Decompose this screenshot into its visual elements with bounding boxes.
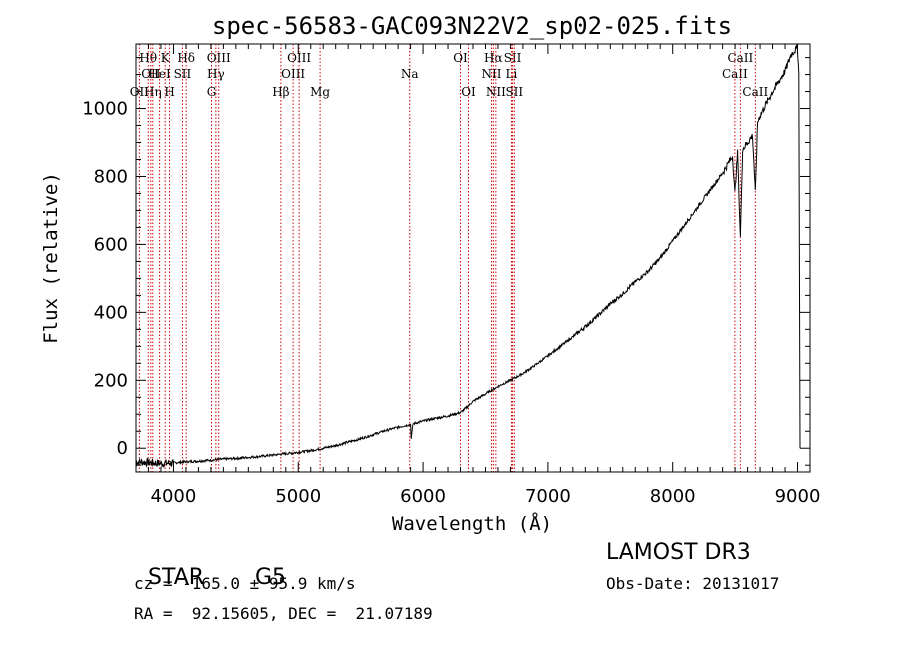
annotation-label-10: Hγ	[207, 67, 225, 81]
x-tick-label: 6000	[400, 486, 446, 507]
x-tick-label: 8000	[650, 486, 696, 507]
annotation-label-20: Hα	[484, 51, 503, 65]
annotation-label-18: OI	[461, 85, 476, 99]
object-class: STAR	[134, 540, 204, 590]
annotation-label-5: K	[161, 51, 171, 65]
y-tick-label: 800	[94, 166, 128, 187]
plot-frame	[135, 43, 811, 473]
annotation-label-2: OII	[141, 67, 161, 81]
annotation-label-27: CaII	[742, 85, 768, 99]
observation-date: Obs-Date: 20131017	[606, 574, 780, 593]
annotation-label-3: Hη	[144, 85, 162, 99]
y-tick-label: 600	[94, 234, 128, 255]
annotation-label-24: SII	[505, 85, 523, 99]
annotation-label-16: Na	[401, 67, 419, 81]
annotation-label-23: SII	[504, 51, 522, 65]
spectral-line-annotations: OIIHθOIIHηHeIKHSIIHδGHγOIIIHβOIIIOIIIMgN…	[130, 44, 768, 472]
chart-title: spec-56583-GAC093N22V2_sp02-025.fits	[212, 12, 732, 40]
y-tick-label: 200	[94, 370, 128, 391]
y-tick-label: 1000	[82, 99, 128, 120]
x-axis-ticks: 4000 5000 6000 7000 8000 9000	[135, 44, 821, 507]
x-tick-label: 4000	[151, 486, 197, 507]
annotation-label-8: Hδ	[177, 51, 195, 65]
redshift-line: cz = -165.0 ± 95.9 km/s	[134, 574, 356, 593]
annotation-label-15: Mg	[310, 85, 330, 99]
annotation-label-17: OI	[453, 51, 468, 65]
annotation-label-12: Hβ	[272, 85, 289, 99]
coordinates-line: RA = 92.15605, DEC = 21.07189	[134, 604, 433, 623]
y-axis-ticks: 0 200 400 600 800 1000	[82, 57, 810, 466]
annotation-label-26: CaII	[727, 51, 753, 65]
x-tick-label: 7000	[525, 486, 571, 507]
annotation-label-1: Hθ	[139, 51, 157, 65]
annotation-label-13: OIII	[281, 67, 305, 81]
annotation-label-21: NII	[486, 85, 506, 99]
x-tick-label: 5000	[275, 486, 321, 507]
object-subclass-value: G5	[255, 565, 287, 590]
y-axis-label: Flux (relative)	[40, 172, 62, 344]
annotation-label-22: Li	[506, 67, 518, 81]
spectrum-line	[135, 44, 801, 468]
annotation-label-9: G	[207, 85, 217, 99]
x-tick-label: 9000	[775, 486, 821, 507]
x-axis-label: Wavelength (Å)	[392, 512, 552, 535]
object-subclass: G5	[241, 540, 286, 590]
annotation-label-4: HeI	[148, 67, 171, 81]
annotation-label-19: NII	[481, 67, 501, 81]
annotation-label-6: H	[164, 85, 174, 99]
annotation-label-11: OIII	[207, 51, 231, 65]
annotation-label-7: SII	[174, 67, 192, 81]
annotation-label-14: OIII	[287, 51, 311, 65]
spectrum-chart: spec-56583-GAC093N22V2_sp02-025.fits OII…	[40, 12, 821, 535]
annotation-label-25: CaII	[722, 67, 748, 81]
y-tick-label: 400	[94, 302, 128, 323]
survey-name: LAMOST DR3	[606, 540, 751, 565]
y-tick-label: 0	[117, 438, 128, 459]
object-class-value: STAR	[148, 565, 205, 590]
